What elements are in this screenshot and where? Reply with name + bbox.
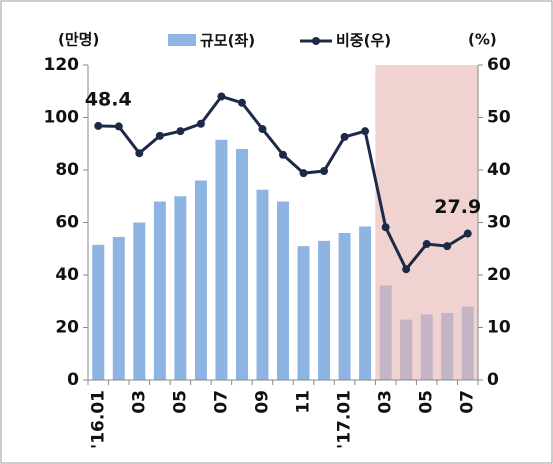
y-tick-label: 60 bbox=[55, 213, 79, 233]
line-marker bbox=[114, 122, 123, 131]
line-marker bbox=[135, 149, 144, 158]
x-tick-label: 03 bbox=[129, 390, 149, 414]
line-marker bbox=[443, 242, 452, 251]
legend-swatch bbox=[168, 34, 196, 46]
line-marker bbox=[299, 169, 308, 178]
bar bbox=[194, 180, 207, 380]
y-unit: (만명) bbox=[58, 31, 99, 49]
x-tick-label: 03 bbox=[376, 390, 396, 414]
y2-tick-label: 10 bbox=[487, 318, 511, 338]
line-marker bbox=[237, 98, 246, 107]
bar bbox=[338, 233, 351, 380]
legend-label: 규모(좌) bbox=[200, 32, 255, 50]
bar bbox=[112, 236, 125, 380]
shaded-region bbox=[375, 65, 478, 380]
y-tick-label: 20 bbox=[55, 318, 79, 338]
bar bbox=[318, 240, 331, 380]
x-tick-label: 09 bbox=[252, 390, 272, 414]
line-marker bbox=[176, 127, 185, 136]
y2-unit: (%) bbox=[468, 31, 497, 49]
line-marker bbox=[381, 223, 390, 232]
line-marker bbox=[422, 240, 431, 249]
x-tick-label: '16.01 bbox=[88, 390, 108, 449]
data-label: 48.4 bbox=[85, 88, 132, 110]
y-tick-label: 80 bbox=[55, 160, 79, 180]
y2-tick-label: 30 bbox=[487, 213, 511, 233]
bar bbox=[256, 189, 269, 380]
y-tick-label: 120 bbox=[44, 55, 80, 75]
y2-tick-label: 60 bbox=[487, 55, 511, 75]
line-marker bbox=[196, 119, 205, 128]
line-marker bbox=[258, 125, 267, 134]
line-marker bbox=[340, 132, 349, 141]
bar bbox=[277, 201, 289, 380]
legend-swatch bbox=[312, 37, 320, 45]
y-tick-label: 40 bbox=[55, 265, 79, 285]
line-marker bbox=[217, 92, 226, 101]
y-tick-label: 0 bbox=[67, 370, 79, 390]
line-marker bbox=[155, 131, 164, 140]
x-tick-label: 07 bbox=[211, 390, 231, 414]
bar bbox=[235, 149, 248, 380]
x-tick-label: 11 bbox=[294, 390, 314, 414]
bar bbox=[174, 196, 187, 380]
y2-tick-label: 20 bbox=[487, 265, 511, 285]
bar bbox=[133, 222, 146, 380]
bar bbox=[359, 226, 372, 380]
x-tick-label: 05 bbox=[170, 390, 190, 414]
x-tick-label: 07 bbox=[458, 390, 478, 414]
x-tick-label: '17.01 bbox=[335, 390, 355, 449]
y-tick-label: 100 bbox=[44, 108, 80, 128]
bar bbox=[153, 201, 166, 380]
bar bbox=[92, 244, 105, 380]
line-marker bbox=[463, 229, 472, 238]
line-marker bbox=[361, 127, 370, 136]
line-marker bbox=[94, 121, 103, 130]
line-marker bbox=[402, 265, 411, 274]
line-marker bbox=[279, 150, 287, 159]
bar bbox=[215, 139, 228, 380]
y2-tick-label: 0 bbox=[487, 370, 499, 390]
data-label: 27.9 bbox=[434, 196, 481, 218]
x-tick-label: 05 bbox=[417, 390, 437, 414]
y2-tick-label: 40 bbox=[487, 160, 511, 180]
y2-tick-label: 50 bbox=[487, 108, 511, 128]
bar bbox=[297, 246, 310, 380]
legend-label: 비중(우) bbox=[336, 32, 391, 50]
line-marker bbox=[320, 167, 329, 176]
